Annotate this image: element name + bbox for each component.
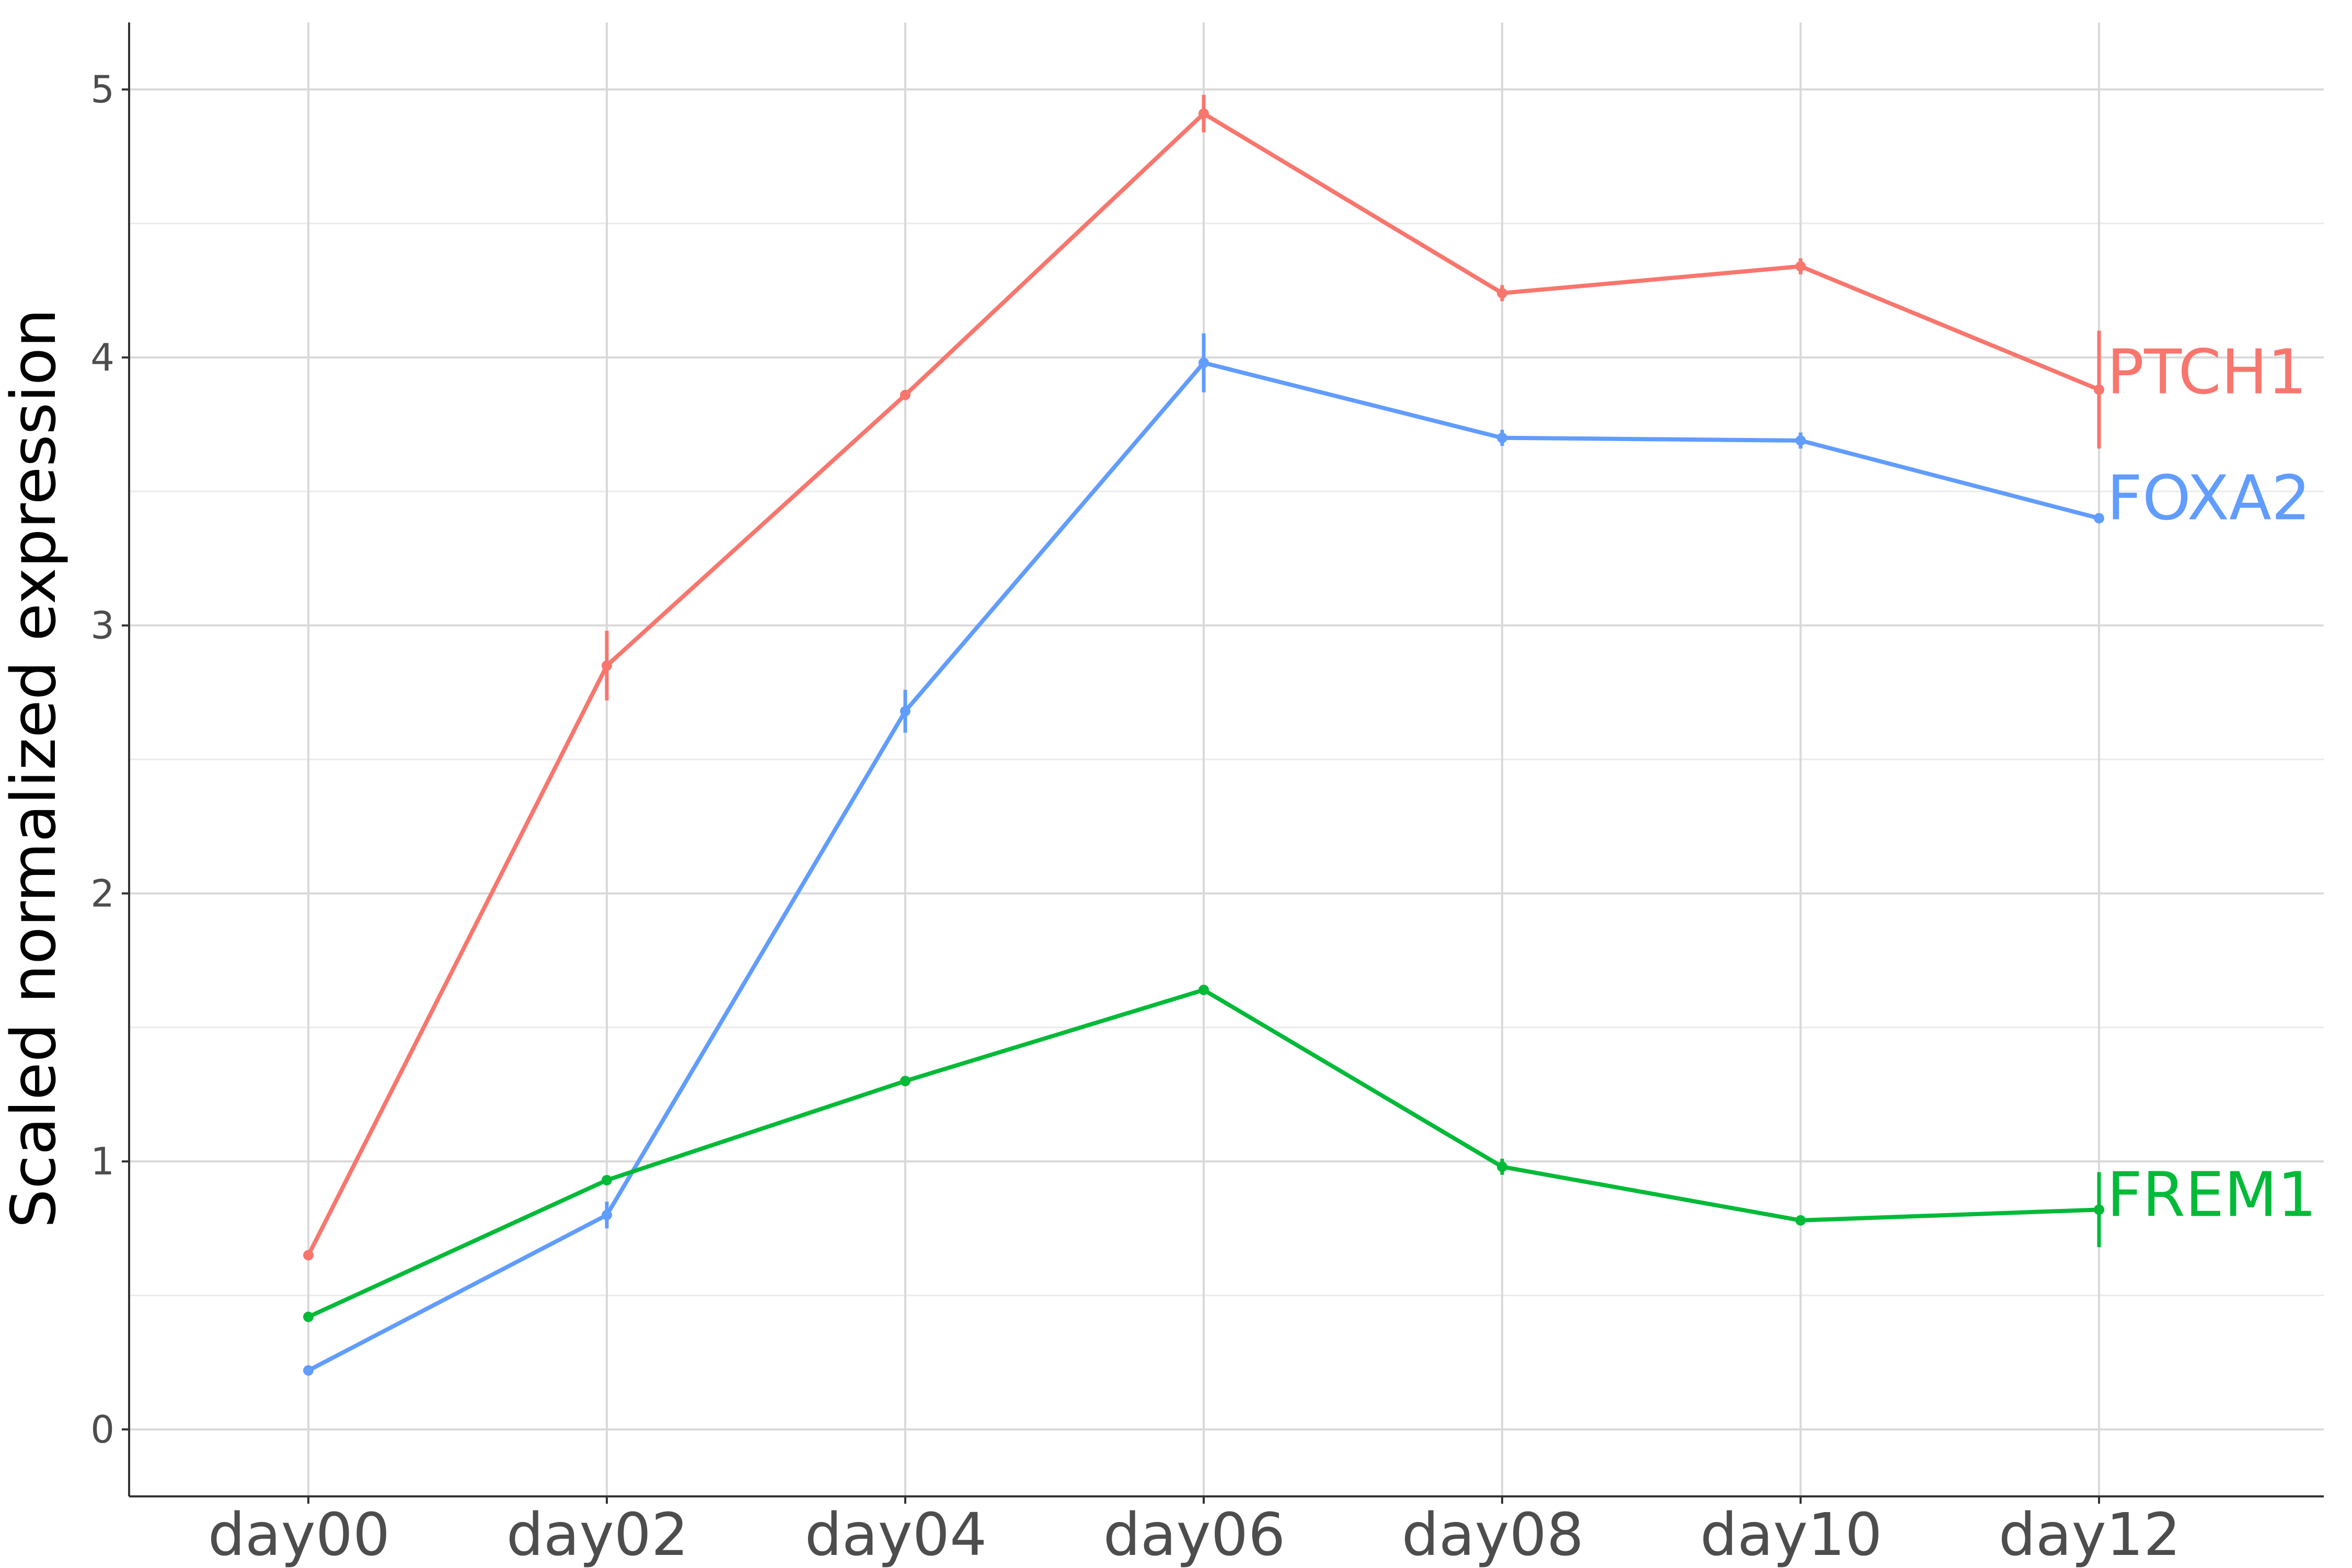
y-tick-label: 1 [90,1139,114,1183]
series-ptch1 [303,95,2104,1261]
point-ptch1 [1497,287,1507,298]
major-gridlines [129,22,2324,1496]
x-tick-label: day08 [1402,1501,1584,1568]
point-foxa2 [900,706,910,717]
point-frem1 [1198,984,1209,995]
y-axis-title: Scaled normalized expression [0,308,70,1228]
point-frem1 [1795,1215,1806,1226]
y-tick-label: 5 [90,67,114,111]
series-frem1 [303,984,2104,1322]
point-frem1 [2094,1204,2104,1215]
y-tick-labels: 0 1 2 3 4 5 [90,67,114,1451]
x-tick-label: day00 [208,1501,390,1568]
point-ptch1 [1795,261,1806,272]
point-ptch1 [303,1250,314,1261]
y-tick-label: 0 [90,1408,114,1451]
x-tick-label: day12 [1999,1501,2181,1568]
x-tick-label: day06 [1103,1501,1286,1568]
x-tick-label: day04 [805,1501,987,1568]
series-label-foxa2: FOXA2 [2107,462,2311,534]
point-ptch1 [900,389,910,400]
series-layer [303,95,2104,1376]
y-tick-label: 3 [90,604,114,648]
series-labels: PTCH1 FOXA2 FREM1 [2107,336,2316,1230]
point-ptch1 [1198,108,1209,119]
x-tick-label: day10 [1700,1501,1883,1568]
series-label-ptch1: PTCH1 [2107,336,2307,408]
point-foxa2 [1198,358,1209,368]
point-frem1 [1497,1161,1507,1172]
series-foxa2 [303,333,2104,1376]
point-foxa2 [1795,435,1806,446]
point-ptch1 [2094,384,2104,395]
y-tick-label: 2 [90,871,114,915]
x-tick-label: day02 [506,1501,689,1568]
point-frem1 [900,1076,910,1087]
axes [122,22,2324,1504]
point-foxa2 [303,1365,314,1376]
point-foxa2 [602,1209,612,1220]
point-frem1 [602,1174,612,1185]
point-frem1 [303,1311,314,1322]
series-label-frem1: FREM1 [2107,1158,2316,1230]
y-tick-label: 4 [90,336,114,379]
x-tick-labels: day00 day02 day04 day06 day08 day10 day12 [208,1501,2181,1568]
minor-gridlines [129,223,2324,1296]
point-foxa2 [2094,513,2104,524]
point-foxa2 [1497,432,1507,443]
point-ptch1 [602,660,612,671]
